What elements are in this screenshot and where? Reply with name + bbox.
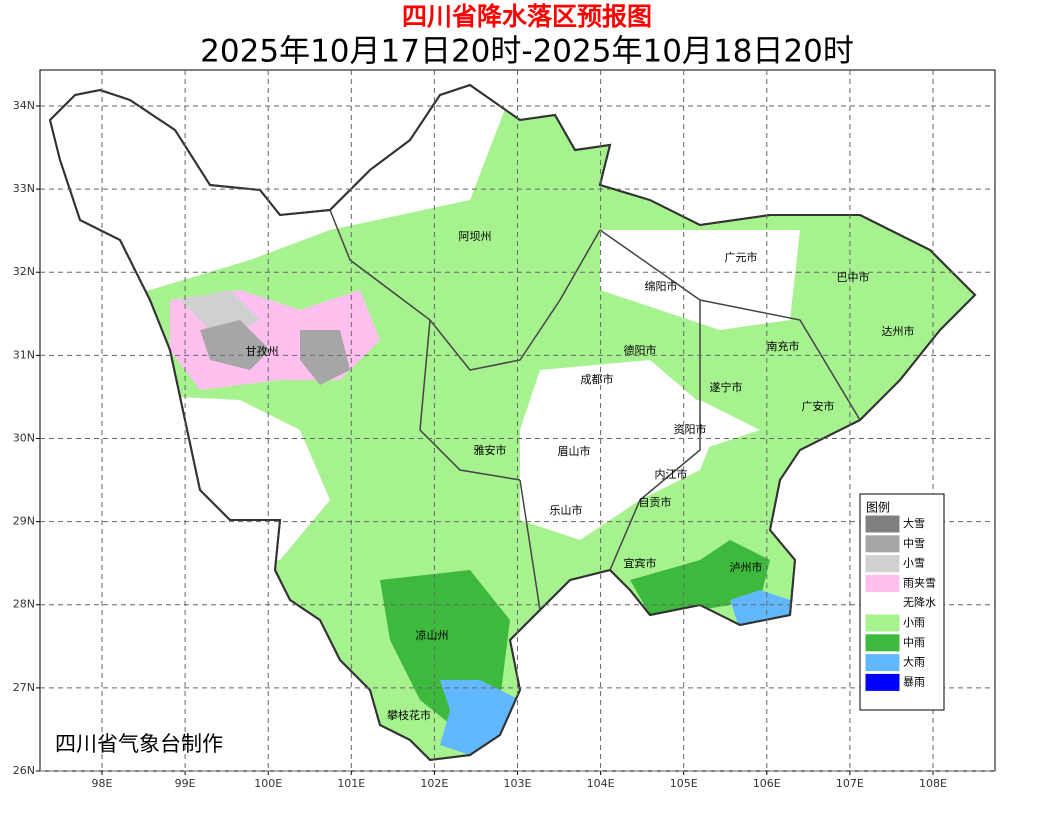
x-tick-label: 102E — [420, 777, 448, 790]
prefecture-borders — [329, 209, 861, 611]
legend-swatch — [865, 555, 900, 573]
subtitle: 2025年10月17日20时-2025年10月18日20时 — [200, 34, 854, 70]
moderate-snow-area — [200, 320, 270, 370]
y-tick-label: 29N — [13, 515, 35, 528]
legend-title: 图例 — [866, 501, 890, 515]
no-rain-area — [600, 230, 800, 330]
legend-label: 小雨 — [903, 616, 925, 629]
city-label: 广元市 — [725, 250, 758, 264]
city-label: 南充市 — [767, 339, 800, 353]
y-tick-label: 26N — [13, 764, 35, 777]
legend-swatch — [865, 614, 900, 632]
city-label: 甘孜州 — [246, 344, 279, 358]
legend-label: 中雨 — [903, 636, 925, 649]
title: 四川省降水落区预报图 — [402, 2, 652, 31]
x-tick-label: 108E — [919, 777, 947, 790]
legend-swatch — [865, 574, 900, 592]
legend-label: 雨夹雪 — [903, 576, 936, 589]
y-tick-label: 27N — [13, 681, 35, 694]
city-label: 绵阳市 — [645, 279, 678, 293]
x-tick-label: 103E — [504, 777, 532, 790]
city-label: 成都市 — [581, 372, 614, 386]
x-tick-label: 107E — [836, 777, 864, 790]
y-tick-label: 34N — [13, 99, 35, 112]
city-label: 雅安市 — [474, 443, 507, 457]
x-tick-label: 104E — [587, 777, 615, 790]
city-label: 阿坝州 — [459, 229, 492, 243]
legend-swatch — [865, 515, 900, 533]
y-tick-label: 32N — [13, 265, 35, 278]
city-label: 宜宾市 — [624, 556, 657, 570]
city-label: 自贡市 — [639, 495, 672, 509]
legend-label: 中雪 — [903, 537, 925, 550]
legend-swatch — [865, 673, 900, 691]
x-tick-label: 100E — [254, 777, 282, 790]
y-tick-label: 31N — [13, 348, 35, 361]
legend-label: 大雪 — [903, 516, 925, 530]
legend-label: 暴雨 — [903, 675, 925, 688]
x-tick-label: 99E — [175, 777, 196, 790]
x-tick-label: 105E — [670, 777, 698, 790]
city-label: 内江市 — [655, 467, 688, 481]
x-tick-label: 106E — [753, 777, 781, 790]
legend-swatch — [866, 595, 899, 612]
credit: 四川省气象台制作 — [55, 732, 223, 756]
legend-label: 无降水 — [903, 595, 936, 609]
city-label: 攀枝花市 — [387, 708, 431, 722]
y-tick-label: 33N — [13, 182, 35, 195]
legend-label: 小雪 — [903, 557, 925, 570]
city-label: 德阳市 — [624, 343, 657, 357]
city-label: 凉山州 — [416, 628, 449, 642]
city-label: 广安市 — [802, 399, 835, 413]
city-label: 泸州市 — [730, 560, 763, 574]
legend-swatch — [865, 634, 900, 652]
moderate-rain-area — [630, 540, 770, 615]
city-label: 资阳市 — [674, 422, 707, 436]
legend-swatch — [865, 654, 900, 672]
city-label: 达州市 — [882, 324, 915, 338]
city-label: 乐山市 — [550, 503, 583, 517]
legend-swatch — [865, 535, 900, 553]
y-tick-label: 30N — [13, 431, 35, 444]
moderate-snow-area — [300, 330, 350, 385]
x-tick-label: 98E — [92, 777, 113, 790]
city-label: 遂宁市 — [710, 380, 743, 394]
legend-label: 大雨 — [903, 655, 925, 669]
province-border — [48, 83, 977, 762]
city-label: 巴中市 — [837, 270, 870, 284]
x-tick-label: 101E — [337, 777, 365, 790]
city-label: 眉山市 — [558, 444, 591, 458]
y-tick-label: 28N — [13, 598, 35, 611]
